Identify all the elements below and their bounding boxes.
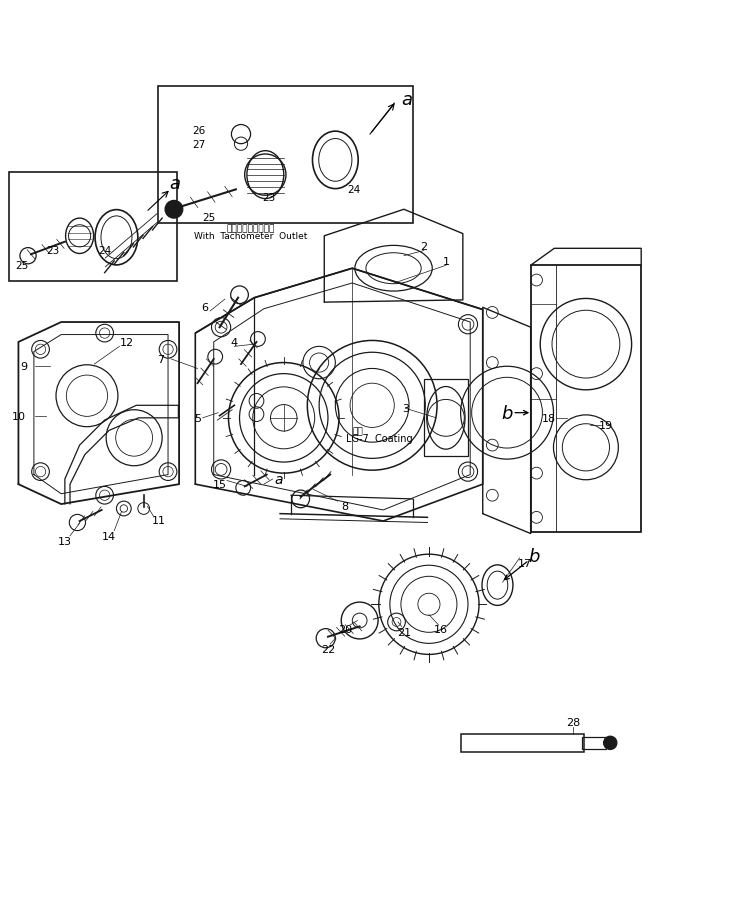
Circle shape bbox=[604, 737, 617, 749]
Text: 6: 6 bbox=[201, 303, 209, 313]
Text: a: a bbox=[170, 175, 180, 193]
Text: 28: 28 bbox=[566, 717, 581, 728]
Circle shape bbox=[165, 201, 183, 219]
Text: 19: 19 bbox=[598, 421, 613, 431]
Text: 26: 26 bbox=[192, 126, 206, 135]
Text: 3: 3 bbox=[402, 404, 409, 414]
Text: タコメータ取出口付: タコメータ取出口付 bbox=[226, 224, 275, 233]
Text: 25: 25 bbox=[202, 212, 215, 222]
Text: 塗布: 塗布 bbox=[352, 426, 363, 435]
Text: b: b bbox=[501, 405, 513, 423]
Text: 16: 16 bbox=[434, 625, 447, 635]
Text: 23: 23 bbox=[46, 246, 60, 256]
Text: 14: 14 bbox=[102, 531, 116, 541]
Text: With  Tachometer  Outlet: With Tachometer Outlet bbox=[194, 231, 307, 240]
Text: 10: 10 bbox=[12, 411, 25, 421]
Text: 27: 27 bbox=[192, 140, 206, 150]
Text: 15: 15 bbox=[213, 479, 226, 489]
Bar bbox=[9, 173, 177, 282]
Text: 24: 24 bbox=[98, 246, 111, 256]
Text: 22: 22 bbox=[321, 644, 335, 654]
Text: 13: 13 bbox=[58, 536, 71, 546]
Text: 2: 2 bbox=[420, 242, 427, 252]
Text: 9: 9 bbox=[20, 362, 27, 372]
Bar bbox=[158, 87, 413, 223]
Text: 17: 17 bbox=[517, 558, 532, 568]
Text: 5: 5 bbox=[194, 414, 201, 424]
Text: 21: 21 bbox=[397, 627, 411, 637]
Text: 20: 20 bbox=[338, 625, 352, 635]
Bar bbox=[424, 379, 468, 457]
Text: 25: 25 bbox=[15, 260, 29, 270]
Text: 11: 11 bbox=[152, 516, 165, 526]
Bar bbox=[582, 737, 606, 749]
Text: b: b bbox=[528, 547, 540, 565]
Bar bbox=[461, 734, 584, 752]
Text: 23: 23 bbox=[262, 192, 276, 202]
Text: LG-7  Coating: LG-7 Coating bbox=[346, 433, 413, 443]
Text: 1: 1 bbox=[442, 256, 450, 266]
Text: 8: 8 bbox=[341, 502, 349, 512]
Text: 12: 12 bbox=[119, 338, 134, 348]
Text: 24: 24 bbox=[347, 184, 360, 194]
Text: 18: 18 bbox=[542, 414, 556, 424]
Text: a: a bbox=[274, 472, 283, 487]
Text: a: a bbox=[402, 90, 412, 108]
Text: 7: 7 bbox=[157, 355, 164, 365]
Text: 4: 4 bbox=[231, 338, 238, 348]
